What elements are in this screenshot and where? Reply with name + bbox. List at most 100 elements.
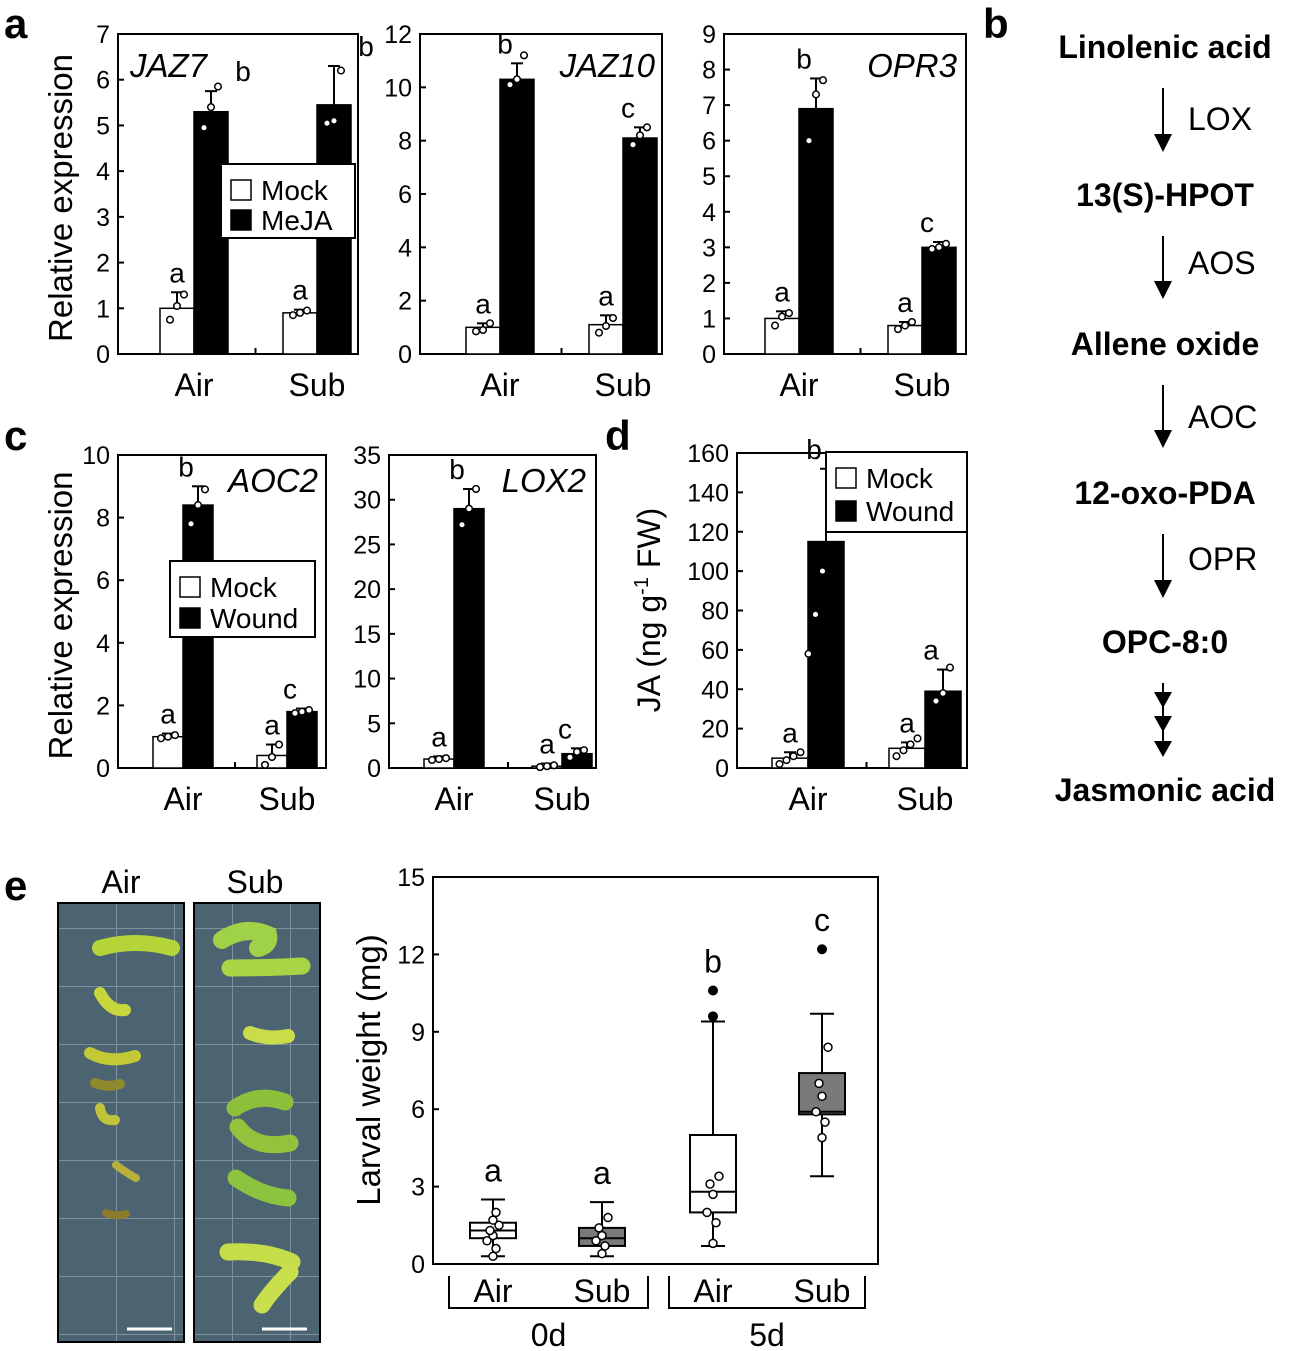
jaz7-ylabel: Relative expression [42,54,79,342]
jaz7-ytick-label: 3 [96,204,110,232]
larvae-photo-panel: Air Sub [57,864,321,1343]
jaz7-data-point [302,306,312,315]
ja-ylabel: JA (ng g-1 FW) [631,508,667,713]
jaz7-gene-title: JAZ7 [129,47,209,84]
opr3-significance-letter: c [920,207,934,238]
aoc2-data-point [304,706,314,715]
aoc2-legend-label-wound: Wound [210,603,298,634]
ja-data-point [818,567,827,576]
aoc2-significance-letter: b [178,451,194,482]
jaz10-ytick-label: 2 [398,288,412,316]
jaz7-category-label: Air [174,367,213,403]
box-data-point [817,1091,827,1102]
ja-data-point [945,663,955,672]
opr3-significance-letter: a [897,287,913,318]
lox2-category-label: Air [434,781,473,817]
opr3-bar-mock-air [764,317,800,355]
jaz10-gene-title: JAZ10 [559,47,656,84]
box-data-point [714,1171,724,1182]
jaz7-ytick-label: 2 [96,250,110,278]
larva-air-3 [84,1047,141,1066]
ja-data-point [892,752,901,761]
jaz10-significance-letter: b [497,28,513,59]
aoc2-data-point [290,709,300,718]
lox2-data-point [457,520,467,529]
jaz7-significance-letter: b [235,56,251,87]
jaz10-category-label: Air [480,367,519,403]
ja-ytick-label: 0 [715,755,729,783]
larval-weight-chart: 0 3 6 9 12 15 Larval weight (mg) a Air a Sub b Air c S… [350,864,879,1351]
aoc2-category-label: Sub [259,781,316,817]
jaz7-legend-frame [220,163,356,239]
ja-chart: 0 20 40 60 80 100 120 140 160 Air Sub a a b a MockWound… [631,434,968,817]
ja-data-point [796,748,805,757]
larva-sub-6 [227,1169,297,1207]
opr3-significance-letter: b [796,43,812,74]
jaz7-legend-swatch-meja [230,209,252,231]
jaz7-data-point [288,311,298,320]
lox2-data-point [471,484,481,494]
jaz10-data-point [512,75,522,84]
opr3-bar-meja-sub [921,246,957,355]
larva-sub-2 [221,957,311,977]
jaz10-bar-meja-sub [622,137,658,355]
larva-sub-1 [213,922,278,957]
jaz7-legend-label-mock: Mock [261,175,329,206]
ja-ytick-label: 80 [701,598,729,626]
ja-ytick-label: 140 [687,479,729,507]
lox2-ytick-label: 15 [353,621,381,649]
box-data-point [600,1241,610,1251]
pathway-arrowhead-3 [1154,430,1172,448]
box-significance-letter: c [814,902,830,938]
lox2-ytick-label: 35 [353,442,381,470]
ja-ytick-label: 100 [687,558,729,586]
opr3-ytick-label: 7 [702,92,716,120]
aoc2-ytick-label: 0 [96,755,110,783]
opr3-gene-title: OPR3 [867,47,958,84]
box-data-point [488,1251,498,1262]
pathway-arrowhead-2 [1154,281,1172,299]
pathway-arrowhead-1 [1154,134,1172,152]
opr3-data-point [784,309,794,318]
photo-air-background [57,902,185,1343]
day-label: 0d [531,1317,567,1351]
ja-bar-wound-air [807,540,845,769]
jaz7-legend-label-meja: MeJA [261,205,333,236]
box-data-point [711,1217,721,1228]
lox2-ytick-label: 10 [353,666,381,694]
jaz10-significance-letter: a [475,288,491,319]
lox2-ytick-label: 30 [353,487,381,515]
jaz7-data-point [206,103,216,112]
lox2-ytick-label: 25 [353,531,381,559]
lox2-chart: 0 5 10 15 20 25 30 35 Air Sub a a b c LOX2 [353,442,597,817]
larval-ytick-label: 12 [397,941,425,969]
lox2-ytick-label: 5 [367,710,381,738]
larva-air-5 [95,1103,120,1126]
lox2-gene-title: LOX2 [502,462,586,499]
ja-legend-swatch-mock [835,467,857,489]
ja-significance-letter: a [782,717,798,748]
box-significance-letter: a [484,1153,502,1189]
aoc2-data-point [267,752,277,762]
lox2-significance-letter: c [558,713,572,744]
larva-air-1 [92,935,180,956]
box-data-point [705,1179,715,1189]
jaz10-data-point [635,131,645,140]
opr3-data-point [804,136,814,145]
aoc2-legend-label-mock: Mock [210,572,278,603]
pathway-multi-arrowhead-1 [1154,692,1172,708]
jaz7-data-point [329,116,339,125]
aoc2-data-point [200,485,210,494]
opr3-data-point [777,312,787,321]
lox2-significance-letter: a [431,721,447,752]
jaz7-ytick-label: 6 [96,67,110,95]
opr3-plot-frame [723,33,967,355]
larva-air-2 [94,987,131,1017]
larval-ytick-label: 0 [411,1251,425,1279]
jaz7-data-point [179,290,189,299]
jaz7-category-label: Sub [289,367,346,403]
box-data-point [597,1230,607,1241]
pathway-enzyme-aos: AOS [1188,245,1256,281]
lox2-significance-letter: b [449,454,465,485]
